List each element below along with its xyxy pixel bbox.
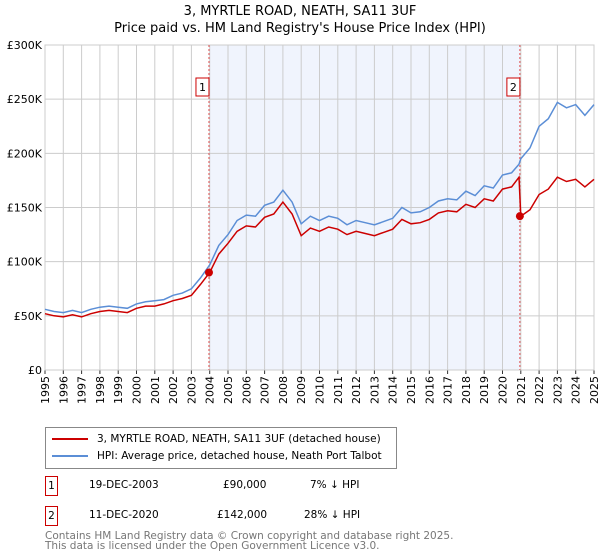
x-tick-label: 1995 — [39, 376, 52, 404]
x-tick-label: 2005 — [222, 376, 235, 404]
legend-item-property: 3, MYRTLE ROAD, NEATH, SA11 3UF (detache… — [52, 431, 381, 447]
y-tick-label: £150K — [7, 202, 43, 215]
y-tick-label: £300K — [7, 39, 43, 52]
x-tick-label: 1997 — [76, 376, 89, 404]
x-tick-label: 2013 — [368, 376, 381, 404]
x-tick-label: 2022 — [533, 376, 546, 404]
sale-price: £90,000 — [223, 479, 267, 491]
y-tick-label: £0 — [28, 364, 42, 377]
sale-point — [204, 268, 213, 277]
x-tick-label: 2004 — [204, 376, 217, 404]
x-tick-label: 2006 — [240, 376, 253, 404]
footer-line: Contains HM Land Registry data © Crown c… — [45, 530, 454, 542]
legend-label: HPI: Average price, detached house, Neat… — [97, 450, 382, 462]
chart-subtitle: Price paid vs. HM Land Registry's House … — [114, 21, 486, 36]
x-tick-label: 2024 — [570, 376, 583, 404]
x-tick-label: 1996 — [57, 376, 70, 404]
sale-date: 19-DEC-2003 — [89, 479, 159, 491]
x-tick-label: 1998 — [94, 376, 107, 404]
x-tick-label: 2021 — [515, 376, 528, 404]
plot-frame — [44, 44, 595, 371]
legend-swatch-blue — [52, 455, 88, 457]
x-tick-label: 2017 — [442, 376, 455, 404]
sale-row-2: 2 11-DEC-2020 £142,000 28% ↓ HPI — [45, 506, 545, 526]
legend-swatch-red — [52, 438, 88, 440]
legend-item-hpi: HPI: Average price, detached house, Neat… — [52, 448, 382, 464]
x-tick-label: 2018 — [460, 376, 473, 404]
x-tick-label: 1999 — [112, 376, 125, 404]
x-tick-label: 2001 — [149, 376, 162, 404]
x-tick-label: 2010 — [314, 376, 327, 404]
hpi-line — [44, 101, 595, 314]
legend-label: 3, MYRTLE ROAD, NEATH, SA11 3UF (detache… — [97, 433, 381, 445]
x-tick-label: 2019 — [478, 376, 491, 404]
x-tick-label: 2009 — [295, 376, 308, 404]
x-tick-label: 2025 — [588, 376, 600, 404]
x-tick-label: 2020 — [497, 376, 510, 404]
x-tick-label: 2008 — [277, 376, 290, 404]
footer-line: This data is licensed under the Open Gov… — [45, 540, 380, 552]
x-tick-label: 2014 — [387, 376, 400, 404]
x-tick-label: 2002 — [167, 376, 180, 404]
y-tick-label: £100K — [7, 256, 43, 269]
sale-hpi-diff: 7% ↓ HPI — [310, 479, 360, 491]
x-tick-label: 2007 — [259, 376, 272, 404]
sale-date: 11-DEC-2020 — [89, 509, 159, 521]
sale-marker-badge — [506, 77, 521, 97]
x-tick-label: 2000 — [131, 376, 144, 404]
sale-badge: 2 — [45, 506, 58, 526]
chart-title: 3, MYRTLE ROAD, NEATH, SA11 3UF — [183, 4, 417, 19]
sale-row-1: 1 19-DEC-2003 £90,000 7% ↓ HPI — [45, 476, 545, 496]
x-tick-label: 2023 — [551, 376, 564, 404]
property-price-line — [44, 175, 595, 318]
sale-price: £142,000 — [217, 509, 268, 521]
y-tick-label: £50K — [14, 310, 43, 323]
x-tick-label: 2012 — [350, 376, 363, 404]
sale-point — [515, 212, 524, 221]
legend: 3, MYRTLE ROAD, NEATH, SA11 3UF (detache… — [45, 427, 397, 469]
sale-hpi-diff: 28% ↓ HPI — [304, 509, 361, 521]
x-tick-label: 2011 — [332, 376, 345, 404]
footer: Contains HM Land Registry data © Crown c… — [45, 530, 454, 552]
sale-marker-label: 1 — [199, 81, 206, 94]
x-tick-label: 2016 — [423, 376, 436, 404]
price-chart: 1995 1996 1997 1998 1999 2000 2001 2002 2003 2004… — [7, 39, 600, 404]
sale-marker-badge — [195, 77, 210, 97]
y-tick-label: £250K — [7, 93, 43, 106]
y-tick-label: £200K — [7, 147, 43, 160]
sale-badge: 1 — [45, 476, 58, 496]
x-tick-label: 2015 — [405, 376, 418, 404]
x-tick-label: 2003 — [185, 376, 198, 404]
sale-marker-label: 2 — [510, 81, 517, 94]
